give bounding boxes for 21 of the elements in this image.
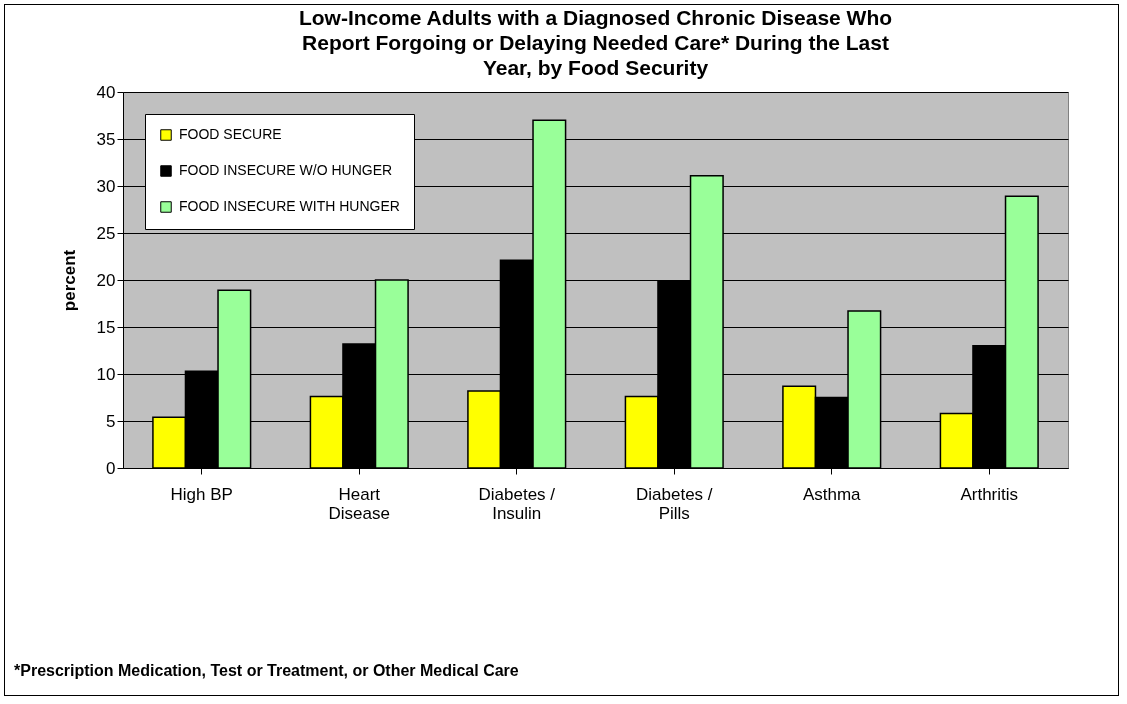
x-tick-label: Arthritis — [960, 484, 1019, 504]
legend-label: FOOD INSECURE W/O HUNGER — [179, 162, 393, 178]
y-tick-label: 30 — [96, 176, 116, 196]
chart-title: Low-Income Adults with a Diagnosed Chronic Disease Who Report Forgoing or Delaying Needed Care* During the Last Year, by Food Security — [298, 6, 893, 79]
x-tick-label: Heart Disease — [328, 484, 390, 523]
y-tick-label: 5 — [106, 411, 116, 431]
y-tick-label: 10 — [96, 364, 116, 384]
text: *Prescription Medication, Test or Treatment, or Other Medical Care — [14, 662, 519, 680]
legend-label: FOOD SECURE — [179, 126, 282, 142]
x-tick-label: High BP — [170, 484, 233, 504]
y-tick-label: 35 — [96, 129, 116, 149]
x-tick-label: Diabetes / Pills — [635, 484, 713, 523]
y-axis-title: percent — [59, 249, 79, 312]
legend-label: FOOD INSECURE WITH HUNGER — [179, 198, 400, 214]
y-tick-label: 0 — [106, 458, 116, 478]
y-tick-label: 40 — [96, 82, 116, 102]
y-tick-label: 15 — [96, 317, 116, 337]
x-tick-label: Asthma — [802, 484, 862, 504]
y-tick-label: 20 — [96, 270, 116, 290]
x-tick-label: Diabetes / Insulin — [478, 484, 556, 523]
y-tick-label: 25 — [96, 223, 116, 243]
